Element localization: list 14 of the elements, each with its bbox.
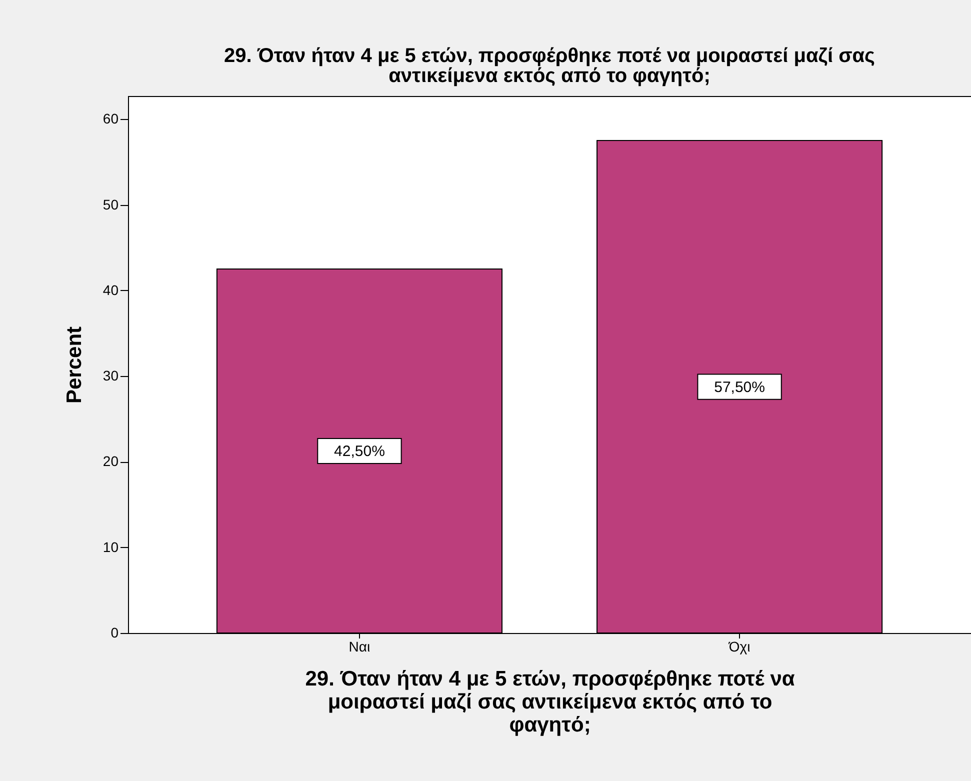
data-label: 42,50% bbox=[334, 443, 385, 460]
y-axis-title: Percent bbox=[62, 326, 86, 404]
y-tick-label: 10 bbox=[102, 538, 119, 555]
data-label: 57,50% bbox=[714, 378, 765, 396]
chart-title: 29. Όταν ήταν 4 με 5 ετών, προσφέρθηκε ποτέ να μοιραστεί μαζί σας αντικείμενα εκτός από το φαγητό; bbox=[224, 45, 875, 87]
y-tick-label: 30 bbox=[102, 368, 119, 384]
x-tick-label: Ναι bbox=[348, 638, 370, 654]
y-tick-label: 60 bbox=[102, 110, 119, 127]
x-tick-label: Όχι bbox=[728, 638, 750, 654]
x-axis-title: 29. Όταν ήταν 4 με 5 ετών, προσφέρθηκε ποτέ να μοιραστεί μαζί σας αντικείμενα εκτός από το φαγητό; bbox=[305, 668, 795, 736]
y-tick-label: 0 bbox=[110, 624, 119, 640]
y-tick-label: 40 bbox=[102, 282, 119, 298]
y-tick-label: 20 bbox=[102, 453, 119, 470]
y-tick-label: 50 bbox=[102, 196, 119, 212]
